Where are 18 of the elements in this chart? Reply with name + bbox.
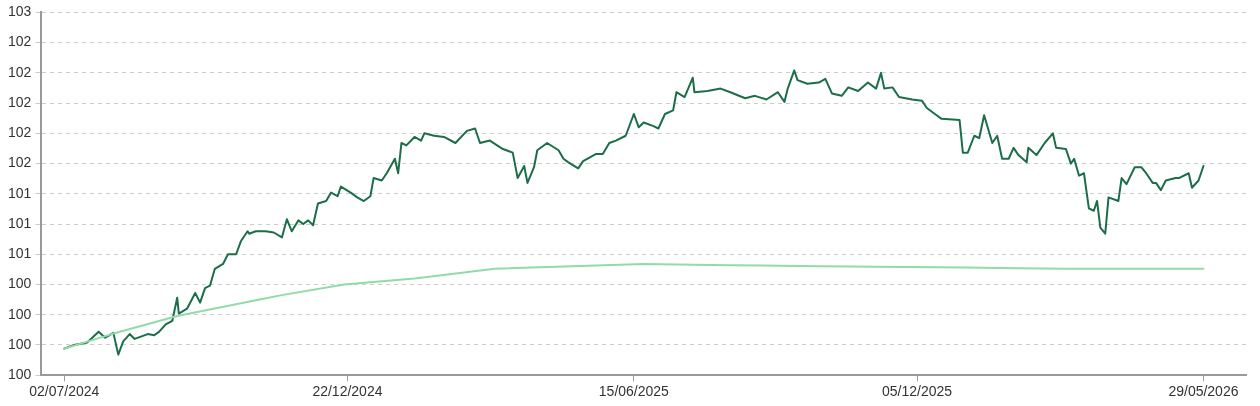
y-tick-label: 101 <box>8 245 32 262</box>
y-tick-label: 101 <box>8 184 32 201</box>
y-tick-label: 101 <box>8 214 32 231</box>
y-tick-label: 103 <box>8 3 32 20</box>
x-tick-label: 29/05/2026 <box>1168 383 1239 400</box>
x-tick-label: 15/06/2025 <box>598 383 670 400</box>
y-tick-label: 100 <box>8 275 32 292</box>
y-tick-label: 100 <box>8 335 32 352</box>
x-tick-label: 05/12/2025 <box>881 383 953 400</box>
y-tick-label: 102 <box>8 33 32 50</box>
y-tick-label: 102 <box>8 154 32 171</box>
y-tick-label: 102 <box>8 63 32 80</box>
y-tick-label: 102 <box>8 93 32 110</box>
x-tick-label: 02/07/2024 <box>29 383 100 400</box>
x-tick-label: 22/12/2024 <box>312 383 383 400</box>
y-tick-label: 102 <box>8 124 32 141</box>
y-tick-label: 100 <box>8 366 32 383</box>
y-tick-label: 100 <box>8 305 32 322</box>
